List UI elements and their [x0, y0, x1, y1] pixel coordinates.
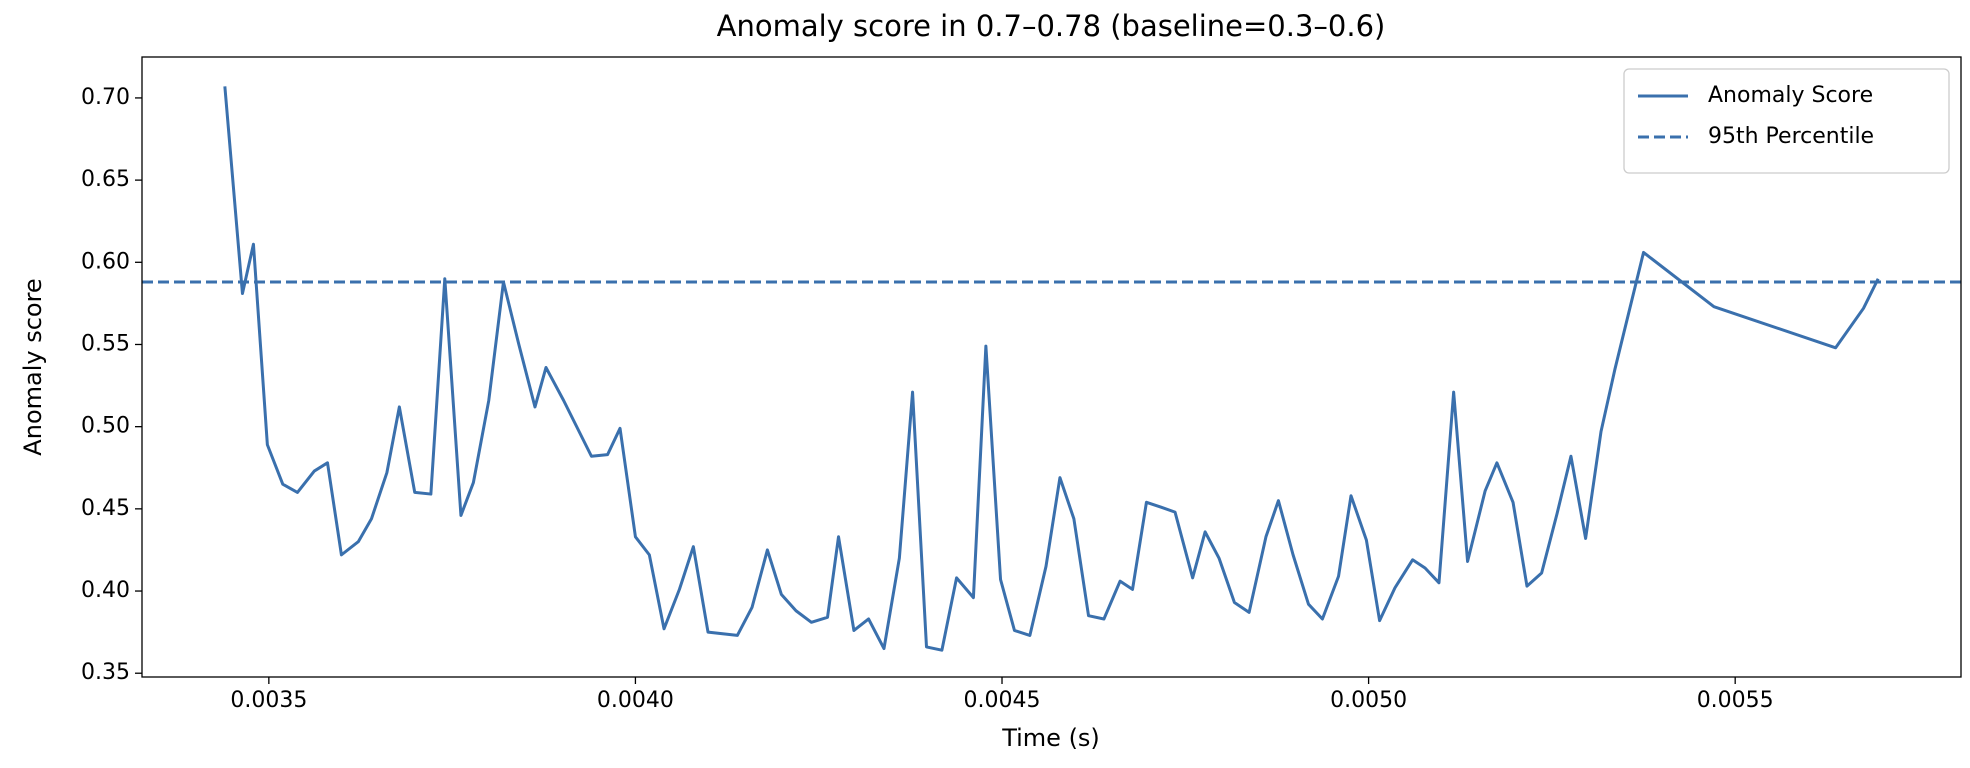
x-tick-label: 0.0055: [1697, 688, 1774, 713]
y-tick-label: 0.35: [81, 660, 130, 685]
y-tick-label: 0.60: [81, 249, 130, 274]
line-series: [223, 86, 1880, 652]
x-tick-label: 0.0045: [964, 688, 1041, 713]
y-tick-label: 0.70: [81, 85, 130, 110]
x-tick-label: 0.0050: [1330, 688, 1407, 713]
y-tick-label: 0.45: [81, 496, 130, 521]
plot-frame: [141, 56, 1962, 678]
legend-label: Anomaly Score: [1708, 83, 1873, 108]
legend-box: [1623, 68, 1950, 174]
y-tick-label: 0.40: [81, 578, 130, 603]
y-tick-label: 0.55: [81, 331, 130, 356]
x-tick-label: 0.0040: [597, 688, 674, 713]
legend-label: 95th Percentile: [1708, 124, 1874, 149]
x-axis-label: Time (s): [1001, 724, 1100, 752]
y-tick-label: 0.50: [81, 414, 130, 439]
x-tick-label: 0.0035: [230, 688, 307, 713]
chart-title: Anomaly score in 0.7–0.78 (baseline=0.3–…: [717, 9, 1386, 43]
y-axis-label: Anomaly score: [19, 278, 47, 455]
y-tick-label: 0.65: [81, 167, 130, 192]
